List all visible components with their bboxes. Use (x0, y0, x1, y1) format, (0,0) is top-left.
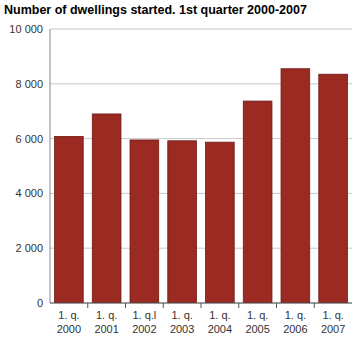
plot-area (50, 29, 352, 303)
y-tick-label: 2 000 (15, 242, 43, 254)
y-tick-label: 4 000 (15, 187, 43, 199)
x-tick-label-line: 1. q. (171, 309, 192, 321)
title: Number of dwellings started. 1st quarter… (4, 3, 307, 17)
x-tick-label: 1. q. 2006 (283, 309, 307, 335)
x-tick-label-line: 2004 (208, 323, 232, 335)
x-tick-label-line: 2007 (321, 323, 345, 335)
x-tick-label-line: 1. q.l (132, 309, 156, 321)
grid-line (50, 29, 352, 30)
x-tick (125, 303, 126, 308)
x-tick-label-line: 2006 (283, 323, 307, 335)
x-tick-label-line: 2000 (57, 323, 81, 335)
x-tick-label: 1. q. 2003 (170, 309, 194, 335)
bar (168, 141, 197, 303)
x-tick-label-line: 2002 (132, 323, 156, 335)
x-tick-label: 1. q.l 2002 (132, 309, 156, 335)
x-tick (87, 303, 88, 308)
x-tick-label-line: 1. q. (247, 309, 268, 321)
y-tick-label: 0 (37, 297, 43, 309)
y-tick-label: 6 000 (15, 133, 43, 145)
x-tick-label-line: 1. q. (96, 309, 117, 321)
x-tick-label-line: 1. q. (58, 309, 79, 321)
y-axis (50, 29, 51, 303)
x-tick-label: 1. q. 2005 (245, 309, 269, 335)
x-tick (314, 303, 315, 308)
x-tick (201, 303, 202, 308)
x-tick (238, 303, 239, 308)
x-tick-label-line: 2005 (245, 323, 269, 335)
bar (319, 74, 348, 303)
x-tick-label: 1. q. 2004 (208, 309, 232, 335)
bar (243, 101, 272, 303)
x-tick-label: 1. q. 2001 (94, 309, 118, 335)
y-tick-label: 8 000 (15, 78, 43, 90)
bar (130, 140, 159, 303)
x-tick-label-line: 1. q. (285, 309, 306, 321)
chart: Number of dwellings started. 1st quarter… (0, 0, 363, 344)
x-tick-label-line: 2003 (170, 323, 194, 335)
x-tick-label: 1. q. 2000 (57, 309, 81, 335)
x-tick (163, 303, 164, 308)
x-tick-label-line: 1. q. (322, 309, 343, 321)
x-tick (276, 303, 277, 308)
x-tick-label-line: 1. q. (209, 309, 230, 321)
x-tick-label-line: 2001 (94, 323, 118, 335)
bar (206, 142, 235, 303)
bar (55, 136, 84, 303)
x-tick-label: 1. q. 2007 (321, 309, 345, 335)
bar (92, 114, 121, 303)
bars (55, 69, 348, 303)
bar (281, 69, 310, 303)
y-tick-label: 10 000 (9, 23, 43, 35)
